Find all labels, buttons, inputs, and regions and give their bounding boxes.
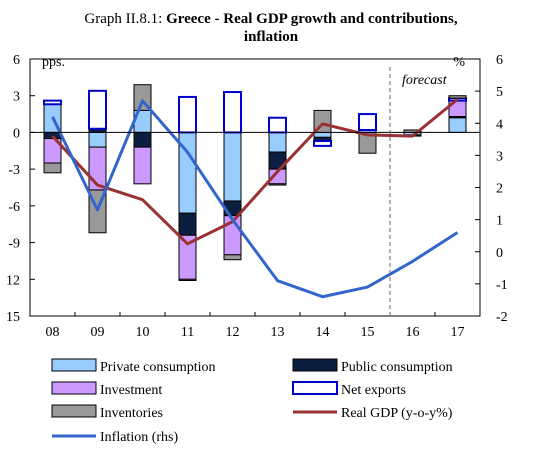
legend-public-consumption-label: Public consumption	[341, 360, 453, 375]
bar-investment-10	[133, 146, 152, 185]
bar-public-consumption-11	[178, 212, 197, 236]
chart-title: Graph II.8.1: Greece - Real GDP growth a…	[0, 10, 542, 46]
left-tick-label: -6	[8, 200, 20, 215]
title-prefix: Graph II.8.1:	[84, 11, 163, 27]
legend-public-consumption-swatch	[292, 358, 338, 372]
bar-inventories-12	[223, 254, 242, 261]
x-tick-label: 13	[271, 325, 285, 340]
right-tick-label: 4	[496, 117, 503, 132]
title-line-1: Greece - Real GDP growth and contributio…	[166, 11, 458, 27]
line-inflation-rhs-	[51, 99, 459, 299]
bar-inventories-13	[268, 183, 287, 186]
left-tick-label: 3	[13, 90, 20, 105]
bar-net-exports-09	[88, 89, 107, 130]
legend-inventories-swatch	[51, 404, 97, 418]
bar-net-exports-15	[358, 113, 377, 131]
forecast-label: forecast	[402, 73, 448, 88]
x-tick-label: 14	[316, 325, 330, 340]
legend-net-exports-swatch	[292, 381, 338, 395]
bar-private-consumption-14	[313, 131, 332, 138]
right-tick-label: 6	[496, 53, 503, 68]
left-tick-label: 0	[13, 126, 20, 141]
legend-investment-swatch	[51, 381, 97, 395]
legend-private-consumption-label: Private consumption	[100, 360, 216, 375]
right-tick-label: -2	[496, 310, 508, 325]
title-line-2: inflation	[243, 29, 299, 45]
left-tick-label: 15	[6, 310, 20, 325]
bar-net-exports-13	[268, 116, 287, 134]
bar-net-exports-12	[223, 91, 242, 134]
bar-private-consumption-13	[268, 131, 287, 153]
right-tick-label: -1	[496, 278, 508, 293]
x-tick-label: 12	[226, 325, 240, 340]
bar-private-consumption-09	[88, 131, 107, 148]
legend-real-gdp-y-o-y--label: Real GDP (y-o-y%)	[341, 406, 453, 421]
bar-private-consumption-12	[223, 131, 242, 202]
bar-net-exports-14	[313, 139, 332, 147]
x-tick-label: 10	[136, 325, 150, 340]
right-tick-label: 0	[496, 246, 503, 261]
x-tick-label: 11	[181, 325, 194, 340]
left-tick-label: 12	[6, 273, 20, 288]
legend-investment-label: Investment	[100, 383, 162, 398]
bar-inventories-17	[448, 95, 467, 99]
x-tick-label: 08	[46, 325, 60, 340]
right-unit-label: %	[453, 55, 465, 70]
right-tick-label: 1	[496, 214, 503, 229]
bar-private-consumption-17	[448, 117, 467, 133]
line-real-gdp-y-o-y-	[51, 98, 459, 246]
bar-net-exports-11	[178, 95, 197, 134]
right-tick-label: 2	[496, 182, 503, 197]
left-tick-label: -9	[8, 237, 20, 252]
x-tick-label: 09	[91, 325, 105, 340]
legend-inflation-rhs--label: Inflation (rhs)	[100, 430, 178, 445]
legend-net-exports-label: Net exports	[341, 383, 406, 398]
x-tick-label: 15	[361, 325, 375, 340]
bar-inventories-11	[178, 278, 197, 282]
bar-public-consumption-10	[133, 131, 152, 148]
right-tick-label: 5	[496, 85, 503, 100]
bar-inventories-08	[43, 162, 62, 174]
x-tick-label: 16	[406, 325, 420, 340]
left-tick-label: -3	[8, 163, 20, 178]
legend-private-consumption-swatch	[51, 358, 97, 372]
right-tick-label: 3	[496, 149, 503, 164]
bar-net-exports-08	[43, 99, 62, 106]
x-tick-label: 17	[451, 325, 465, 340]
left-tick-label: 6	[13, 53, 20, 68]
left-unit-label: pps.	[42, 55, 65, 70]
legend-inventories-label: Inventories	[100, 406, 163, 421]
